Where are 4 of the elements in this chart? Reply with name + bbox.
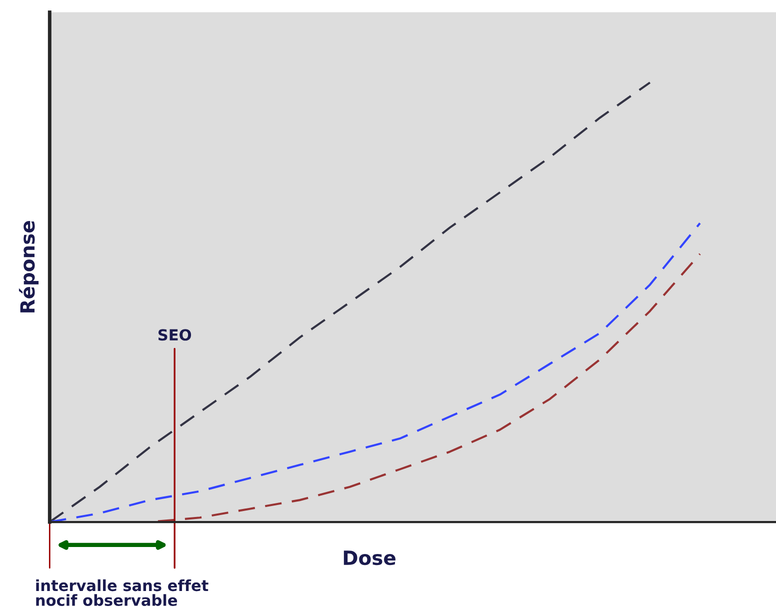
text: intervalle sans effet nocif observable <box>36 579 208 606</box>
x-axis-title: Dose <box>344 550 396 566</box>
annotation: SEO <box>158 329 192 341</box>
y-axis-title: Réponse <box>18 221 39 312</box>
